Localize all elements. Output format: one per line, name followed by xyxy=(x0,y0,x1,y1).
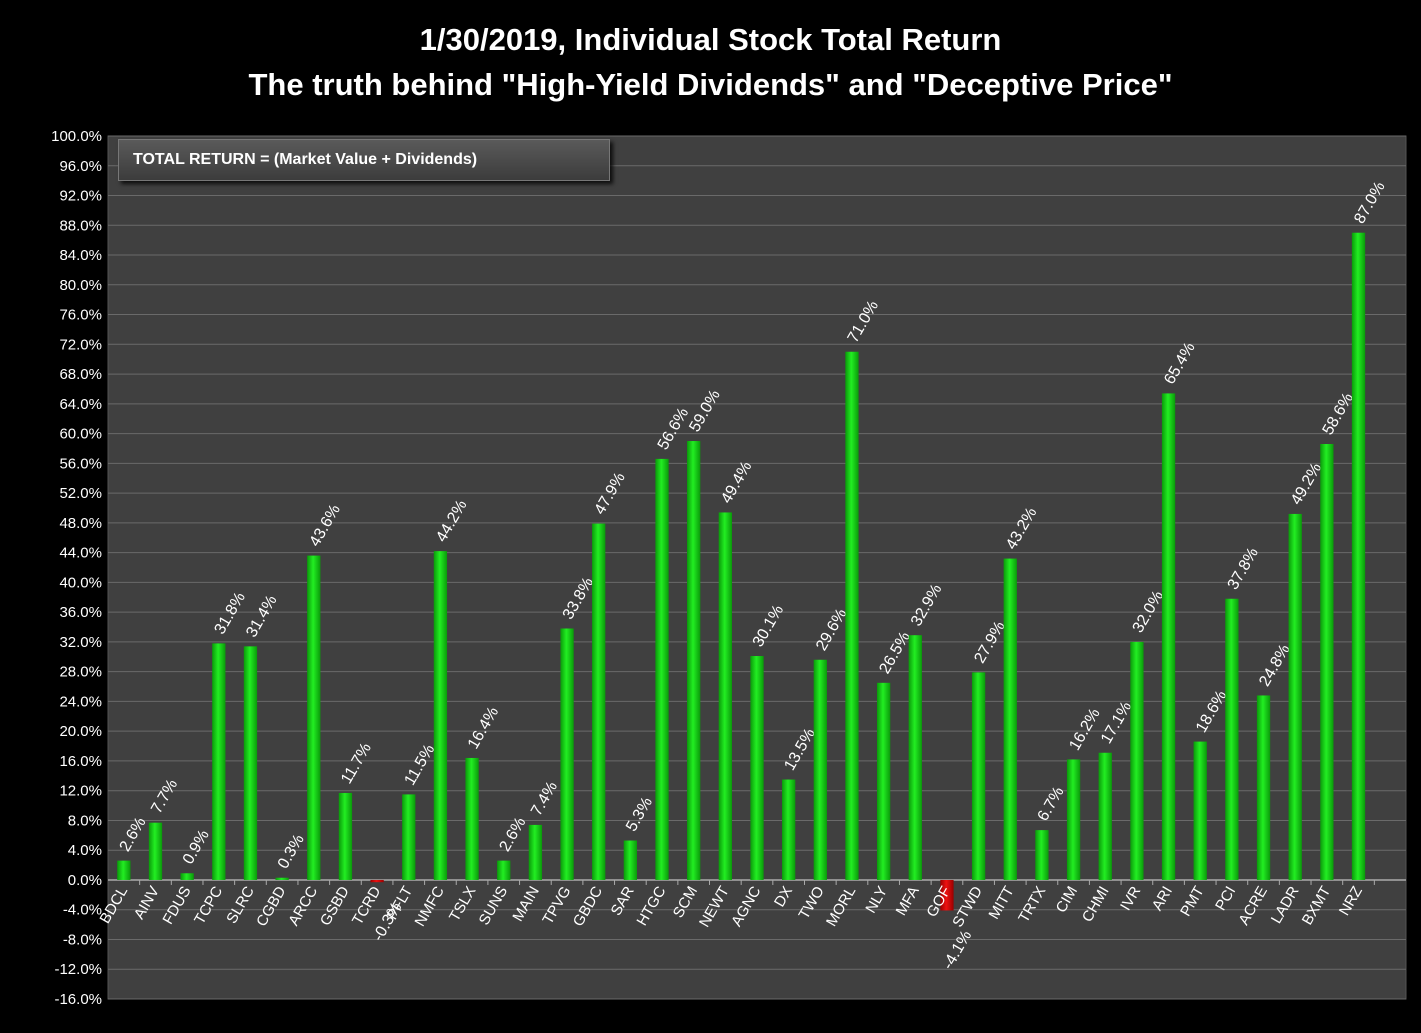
y-tick-label: 44.0% xyxy=(59,545,102,562)
bar-pmt xyxy=(1193,741,1207,880)
bar-arcc xyxy=(307,555,321,880)
bar-ladr xyxy=(1288,513,1302,880)
bar-main xyxy=(528,824,543,880)
y-tick-label: -4.0% xyxy=(63,902,102,919)
y-tick-label: 68.0% xyxy=(59,366,102,383)
bar-two xyxy=(813,659,827,880)
bar-stwd xyxy=(971,672,986,880)
y-tick-label: 56.0% xyxy=(59,455,102,472)
y-tick-label: 88.0% xyxy=(59,217,102,234)
bar-sar xyxy=(623,840,638,880)
y-tick-label: 84.0% xyxy=(59,247,102,264)
y-tick-label: 36.0% xyxy=(59,604,102,621)
bar-bxmt xyxy=(1320,444,1334,880)
y-tick-label: 60.0% xyxy=(59,426,102,443)
y-tick-label: 80.0% xyxy=(59,277,102,294)
bar-mitt xyxy=(1003,558,1017,880)
bar-slrc xyxy=(243,646,258,880)
bar-bdcl xyxy=(117,860,131,880)
y-tick-label: 24.0% xyxy=(59,693,102,710)
y-tick-label: 4.0% xyxy=(68,842,102,859)
y-tick-label: 32.0% xyxy=(59,634,102,651)
y-tick-label: 16.0% xyxy=(59,753,102,770)
bar-trtx xyxy=(1035,830,1049,880)
bar-tcpc xyxy=(212,643,226,880)
chart-title: 1/30/2019, Individual Stock Total Return xyxy=(419,22,1002,57)
bar-htgc xyxy=(655,458,669,880)
total-return-note: TOTAL RETURN = (Market Value + Dividends… xyxy=(118,139,610,181)
y-tick-label: 8.0% xyxy=(68,812,102,829)
bar-tcrd xyxy=(370,879,384,883)
y-tick-label: 40.0% xyxy=(59,574,102,591)
y-tick-label: 48.0% xyxy=(59,515,102,532)
bar-gof xyxy=(940,879,954,911)
bar-pci xyxy=(1225,598,1239,880)
y-tick-label: 96.0% xyxy=(59,158,102,175)
bar-agnc xyxy=(750,656,764,880)
bar-cim xyxy=(1066,759,1081,880)
chart-subtitle: The truth behind "High-Yield Dividends" … xyxy=(248,67,1173,102)
bar-nrz xyxy=(1351,232,1366,880)
y-tick-label: 64.0% xyxy=(59,396,102,413)
bar-suns xyxy=(497,860,511,880)
bar-nmfc xyxy=(433,551,448,880)
bar-acre xyxy=(1256,695,1271,880)
y-tick-label: 12.0% xyxy=(59,783,102,800)
bar-gsbd xyxy=(338,792,353,880)
bar-ivr xyxy=(1130,641,1144,880)
bar-mfa xyxy=(908,635,922,880)
y-tick-label: 92.0% xyxy=(59,188,102,205)
y-tick-label: 72.0% xyxy=(59,336,102,353)
bar-fdus xyxy=(180,873,194,880)
bar-scm xyxy=(687,441,701,880)
bar-pflt xyxy=(402,794,416,880)
y-tick-label: -12.0% xyxy=(54,961,102,978)
bar-nly xyxy=(876,682,891,880)
bar-tpvg xyxy=(560,628,574,880)
bar-dx xyxy=(782,779,796,880)
bar-newt xyxy=(718,512,732,880)
bar-cgbd xyxy=(275,877,289,880)
y-tick-label: 0.0% xyxy=(68,872,102,889)
bar-ari xyxy=(1161,393,1176,880)
bar-ainv xyxy=(148,822,163,880)
bar-morl xyxy=(845,351,859,880)
y-tick-label: -8.0% xyxy=(63,931,102,948)
bar-tslx xyxy=(465,757,479,880)
y-tick-label: 76.0% xyxy=(59,307,102,324)
y-tick-label: -16.0% xyxy=(54,991,102,1008)
y-tick-label: 20.0% xyxy=(59,723,102,740)
y-tick-label: 52.0% xyxy=(59,485,102,502)
bar-chmi xyxy=(1098,752,1112,880)
y-tick-label: 28.0% xyxy=(59,664,102,681)
bar-gbdc xyxy=(592,523,606,880)
y-tick-label: 100.0% xyxy=(51,128,102,145)
